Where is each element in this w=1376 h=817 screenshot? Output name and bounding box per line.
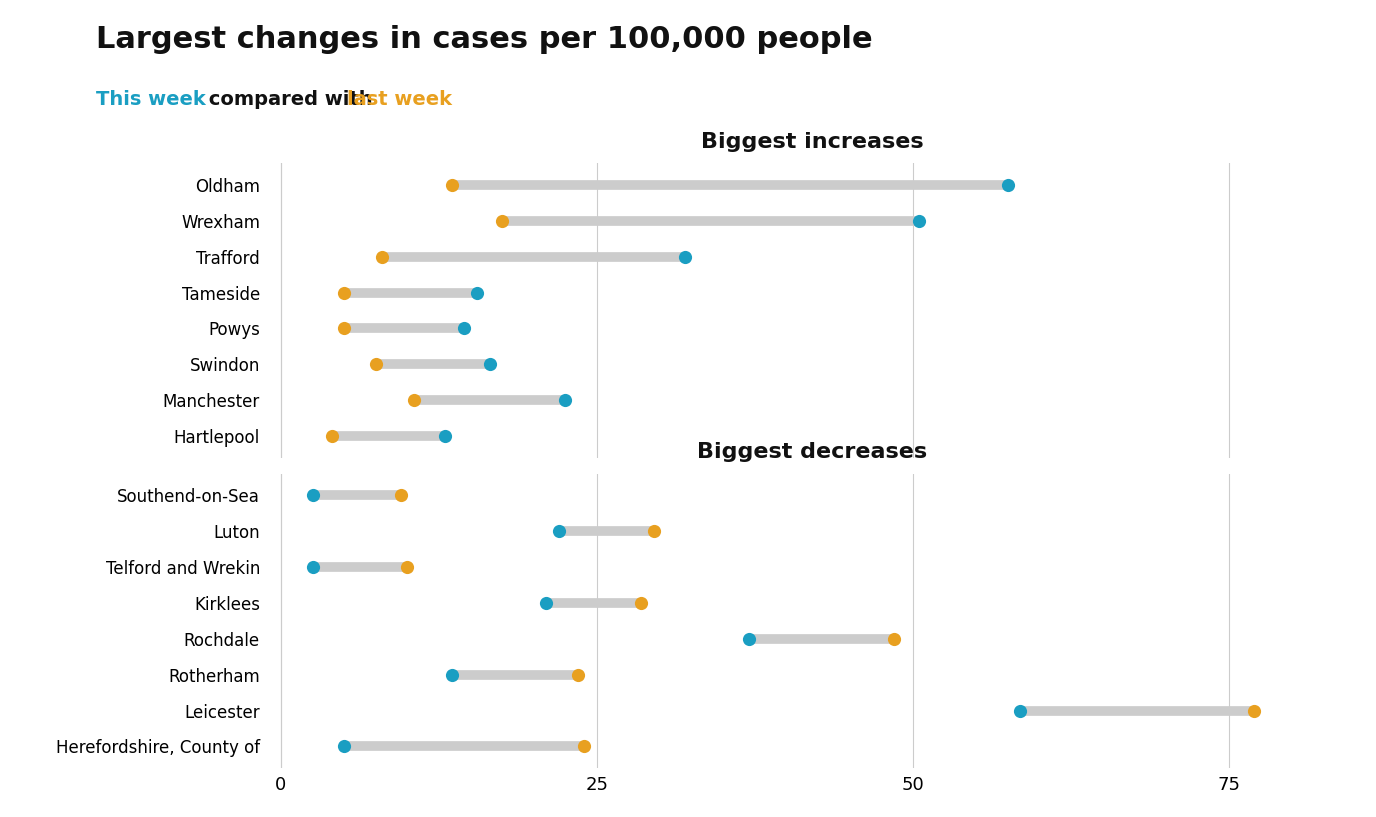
Point bbox=[567, 668, 589, 681]
Point bbox=[674, 250, 696, 263]
Point bbox=[435, 430, 457, 443]
Point bbox=[403, 394, 425, 407]
Point bbox=[555, 394, 577, 407]
Point bbox=[996, 178, 1018, 191]
Point bbox=[333, 740, 355, 753]
Point bbox=[738, 632, 760, 645]
Point bbox=[1010, 704, 1032, 717]
Point bbox=[574, 740, 596, 753]
Text: Biggest decreases: Biggest decreases bbox=[696, 442, 927, 462]
Text: Largest changes in cases per 100,000 people: Largest changes in cases per 100,000 peo… bbox=[96, 25, 872, 53]
Point bbox=[440, 668, 462, 681]
Point bbox=[333, 322, 355, 335]
Point bbox=[396, 560, 418, 574]
Point bbox=[372, 250, 394, 263]
Point bbox=[321, 430, 343, 443]
Text: compared with: compared with bbox=[202, 90, 380, 109]
Point bbox=[301, 560, 323, 574]
Point bbox=[479, 358, 501, 371]
Point bbox=[491, 214, 513, 227]
Point bbox=[630, 596, 652, 609]
Point bbox=[535, 596, 557, 609]
Text: last week: last week bbox=[347, 90, 451, 109]
Point bbox=[365, 358, 387, 371]
Point bbox=[301, 489, 323, 502]
Point bbox=[333, 286, 355, 299]
Point bbox=[389, 489, 411, 502]
Text: This week: This week bbox=[96, 90, 206, 109]
Point bbox=[453, 322, 475, 335]
Point bbox=[883, 632, 905, 645]
Point bbox=[908, 214, 930, 227]
Point bbox=[1244, 704, 1266, 717]
Point bbox=[440, 178, 462, 191]
Point bbox=[643, 525, 665, 538]
Point bbox=[466, 286, 488, 299]
Point bbox=[548, 525, 570, 538]
Text: Biggest increases: Biggest increases bbox=[700, 132, 923, 152]
